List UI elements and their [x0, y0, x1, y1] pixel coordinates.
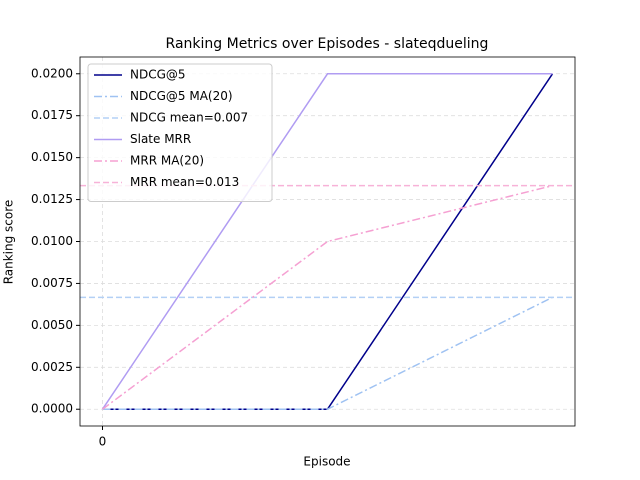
y-tick-label: 0.0075: [31, 276, 73, 290]
legend-label: MRR MA(20): [130, 154, 204, 168]
legend-label: NDCG@5 MA(20): [130, 89, 233, 103]
series-line: [101, 73, 553, 410]
legend-label: NDCG mean=0.007: [130, 111, 248, 125]
plot-frame: [79, 56, 576, 427]
y-tick-label: 0.0000: [31, 402, 73, 416]
series-line: [102, 296, 553, 410]
legend-label: Slate MRR: [130, 132, 191, 146]
y-tick-label: 0.0200: [31, 66, 73, 80]
y-tick-label: 0.0050: [31, 318, 73, 332]
legend-label: MRR mean=0.013: [130, 175, 239, 189]
y-tick-label: 0.0175: [31, 108, 73, 122]
x-tick-label: 0: [99, 435, 107, 449]
legend-label: NDCG@5: [130, 68, 186, 82]
legend-box: [87, 63, 273, 202]
y-axis-label: Ranking score: [2, 200, 16, 285]
chart-title: Ranking Metrics over Episodes - slateqdu…: [166, 36, 489, 52]
y-tick-label: 0.0025: [31, 360, 73, 374]
x-axis-label: Episode: [303, 455, 350, 469]
y-tick-label: 0.0125: [31, 192, 73, 206]
y-tick-label: 0.0100: [31, 234, 73, 248]
y-tick-label: 0.0150: [31, 150, 73, 164]
series-line: [102, 184, 553, 410]
